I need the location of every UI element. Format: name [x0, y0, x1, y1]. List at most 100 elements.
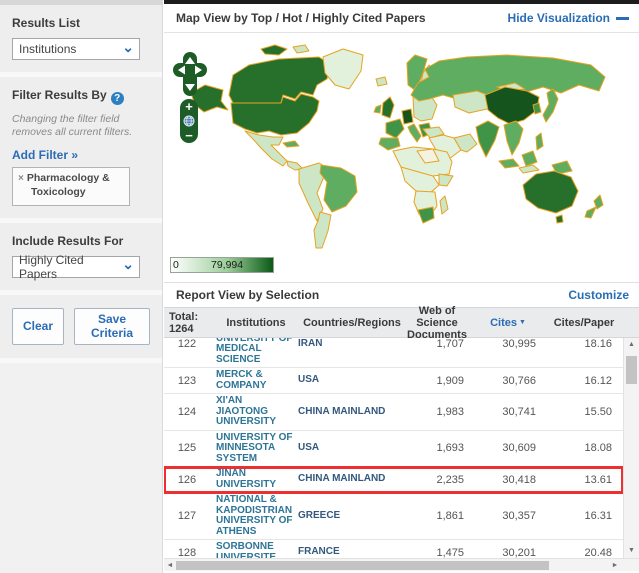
documents-cell: 1,693 — [394, 442, 464, 454]
vertical-scrollbar-thumb[interactable] — [626, 356, 637, 384]
remove-filter-icon[interactable]: × — [18, 173, 24, 184]
cites-per-paper-cell: 18.08 — [536, 442, 614, 454]
table-row[interactable]: 124 XI'AN JIAOTONG UNIVERSITY CHINA MAIN… — [164, 394, 623, 431]
table-header-row: Total: 1264 Institutions Countries/Regio… — [164, 307, 639, 338]
report-view-header: Report View by Selection Customize — [164, 283, 639, 307]
institution-link[interactable]: XI'AN JIAOTONG UNIVERSITY — [210, 396, 296, 428]
add-filter-link[interactable]: Add Filter » — [12, 148, 78, 162]
column-header-documents[interactable]: Web of ScienceDocuments — [402, 305, 472, 341]
world-map-area: + − 0 79,994 — [164, 33, 639, 283]
institution-link[interactable]: NATIONAL & KAPODISTRIAN UNIVERSITY OF AT… — [210, 495, 296, 537]
filter-tag-label: Pharmacology & Toxicology — [27, 172, 110, 198]
country-south-korea[interactable] — [533, 103, 541, 114]
report-view-title: Report View by Selection — [176, 288, 319, 302]
globe-icon[interactable] — [183, 115, 195, 127]
institution-link[interactable]: TABRIZ UNIVERSITY OF MEDICAL SCIENCE — [210, 338, 296, 365]
country-philippines[interactable] — [536, 133, 543, 150]
save-criteria-button[interactable]: Save Criteria — [74, 308, 150, 345]
cites-per-paper-cell: 13.61 — [536, 474, 614, 486]
documents-cell: 1,909 — [394, 375, 464, 387]
table-row[interactable]: 126 JINAN UNIVERSITY CHINA MAINLAND 2,23… — [164, 467, 623, 493]
country-iceland[interactable] — [376, 77, 387, 86]
cites-cell: 30,357 — [464, 510, 536, 522]
country-cuba[interactable] — [283, 141, 299, 147]
institution-link[interactable]: JINAN UNIVERSITY — [210, 469, 296, 490]
rank-cell: 128 — [164, 547, 210, 559]
table-row[interactable]: 125 UNIVERSITY OF MINNESOTA SYSTEM USA 1… — [164, 431, 623, 468]
country-brazil[interactable] — [320, 165, 357, 212]
choropleth-world-map[interactable] — [171, 35, 632, 251]
table-region: 122 TABRIZ UNIVERSITY OF MEDICAL SCIENCE… — [164, 338, 639, 558]
column-header-cites-paper[interactable]: Cites/Paper — [544, 317, 624, 329]
country-cell: CHINA MAINLAND — [296, 407, 394, 418]
documents-cell: 2,235 — [394, 474, 464, 486]
table-body: 122 TABRIZ UNIVERSITY OF MEDICAL SCIENCE… — [164, 338, 623, 558]
scroll-up-icon[interactable]: ▲ — [624, 338, 639, 352]
table-row[interactable]: 122 TABRIZ UNIVERSITY OF MEDICAL SCIENCE… — [164, 338, 623, 368]
country-mexico[interactable] — [245, 131, 287, 166]
table-row[interactable]: 127 NATIONAL & KAPODISTRIAN UNIVERSITY O… — [164, 493, 623, 540]
country-japan[interactable] — [543, 89, 558, 122]
country-arctic-islands-2[interactable] — [293, 45, 309, 53]
rank-cell: 123 — [164, 375, 210, 387]
country-java[interactable] — [519, 165, 539, 173]
table-row[interactable]: 128 SORBONNE UNIVERSITE FRANCE 1,475 30,… — [164, 540, 623, 558]
horizontal-scrollbar-thumb[interactable] — [176, 561, 549, 570]
results-list-value: Institutions — [19, 42, 76, 56]
country-southeast-asia[interactable] — [504, 121, 523, 155]
documents-cell: 1,475 — [394, 547, 464, 559]
country-greenland[interactable] — [323, 49, 363, 89]
cites-per-paper-cell: 18.16 — [536, 338, 614, 350]
map-pan-control[interactable] — [172, 51, 208, 97]
rank-cell: 126 — [164, 474, 210, 486]
customize-link[interactable]: Customize — [568, 288, 629, 302]
institution-link[interactable]: SORBONNE UNIVERSITE — [210, 542, 296, 558]
scroll-down-icon[interactable]: ▼ — [624, 544, 639, 558]
cites-per-paper-cell: 16.12 — [536, 375, 614, 387]
help-icon[interactable]: ? — [111, 92, 124, 105]
include-results-value: Highly Cited Papers — [19, 253, 122, 281]
country-new-zealand-south[interactable] — [585, 207, 596, 218]
zoom-out-button[interactable]: − — [185, 130, 193, 141]
country-horn-of-africa[interactable] — [439, 174, 453, 186]
country-borneo[interactable] — [522, 151, 537, 166]
clear-button[interactable]: Clear — [12, 308, 64, 345]
country-france[interactable] — [386, 119, 404, 138]
column-header-countries[interactable]: Countries/Regions — [302, 317, 402, 329]
country-tasmania[interactable] — [556, 215, 563, 223]
vertical-scrollbar[interactable]: ▲ ▼ — [623, 338, 639, 558]
institution-link[interactable]: MERCK & COMPANY — [210, 370, 296, 391]
country-australia[interactable] — [523, 171, 578, 213]
country-germany[interactable] — [402, 109, 413, 124]
map-view-header: Map View by Top / Hot / Highly Cited Pap… — [164, 4, 639, 33]
filter-tag-pharmacology[interactable]: ×Pharmacology & Toxicology — [18, 172, 124, 199]
horizontal-scrollbar[interactable]: ◄ ► — [164, 558, 639, 571]
filter-section: Filter Results By? Changing the filter f… — [0, 77, 162, 223]
hide-visualization-link[interactable]: Hide Visualization — [508, 11, 629, 25]
scroll-left-icon[interactable]: ◄ — [164, 559, 176, 572]
results-list-select[interactable]: Institutions ⌄ — [12, 38, 140, 60]
country-south-africa[interactable] — [418, 207, 434, 223]
country-canada[interactable] — [229, 57, 331, 103]
zoom-in-button[interactable]: + — [185, 101, 193, 112]
column-header-institutions[interactable]: Institutions — [210, 317, 302, 329]
include-results-select[interactable]: Highly Cited Papers ⌄ — [12, 256, 140, 278]
country-spain[interactable] — [379, 138, 400, 150]
country-madagascar[interactable] — [440, 196, 448, 214]
country-arctic-islands[interactable] — [261, 45, 287, 55]
filter-title: Filter Results By? — [12, 88, 150, 105]
table-row[interactable]: 123 MERCK & COMPANY USA 1,909 30,766 16.… — [164, 368, 623, 394]
cites-per-paper-cell: 20.48 — [536, 547, 614, 559]
column-header-cites[interactable]: Cites▼ — [472, 317, 544, 329]
scroll-right-icon[interactable]: ► — [609, 559, 621, 572]
country-cell: CHINA MAINLAND — [296, 474, 394, 485]
country-china[interactable] — [485, 87, 539, 124]
country-sumatra[interactable] — [499, 159, 519, 168]
filter-note: Changing the filter field removes all cu… — [12, 113, 150, 139]
map-legend: 0 79,994 — [170, 257, 274, 273]
country-ireland[interactable] — [374, 105, 381, 113]
country-uk[interactable] — [382, 97, 394, 118]
institution-link[interactable]: UNIVERSITY OF MINNESOTA SYSTEM — [210, 433, 296, 465]
country-india[interactable] — [476, 121, 499, 157]
cites-cell: 30,766 — [464, 375, 536, 387]
